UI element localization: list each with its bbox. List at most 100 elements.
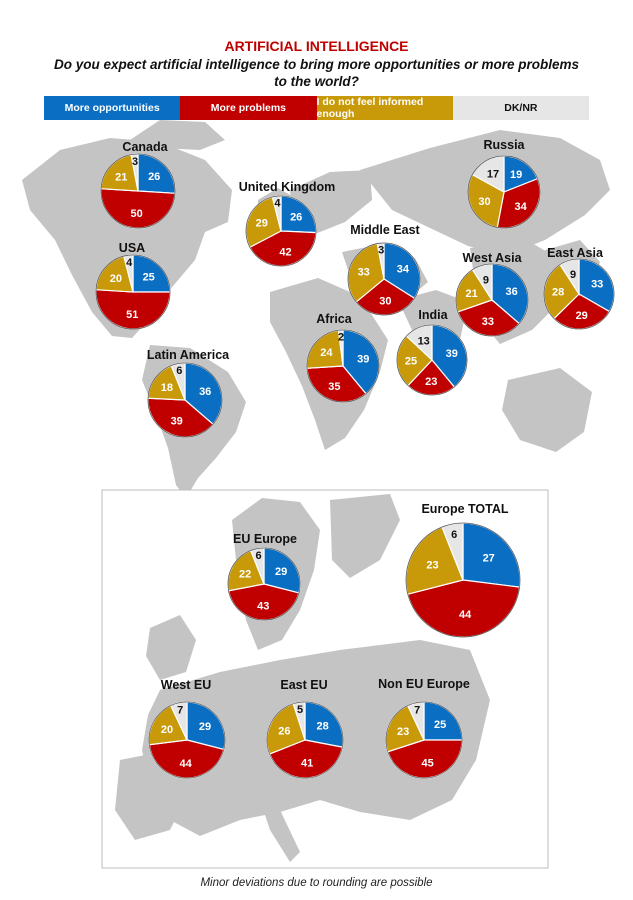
- pie-title: Russia: [484, 138, 526, 152]
- data-label-more-opportunities: 25: [434, 719, 446, 731]
- data-label-more-problems: 33: [482, 316, 494, 328]
- data-label-more-problems: 45: [421, 758, 433, 770]
- data-label-more-opportunities: 39: [446, 348, 458, 360]
- data-label-more-opportunities: 29: [199, 721, 211, 733]
- data-label-dk-nr: 4: [126, 257, 133, 269]
- data-label-more-opportunities: 25: [143, 271, 155, 283]
- pie-outline: [455, 263, 529, 337]
- data-label-not-informed: 20: [161, 724, 173, 736]
- pie-east-asia: 33 29 28 9 East Asia: [543, 246, 615, 330]
- legend: More opportunities More problems I do no…: [44, 96, 589, 120]
- data-label-more-problems: 44: [459, 609, 472, 621]
- data-label-more-problems: 34: [514, 201, 527, 213]
- data-label-more-problems: 35: [328, 381, 340, 393]
- data-label-dk-nr: 2: [338, 332, 344, 344]
- data-label-more-problems: 50: [130, 208, 142, 220]
- legend-label: More opportunities: [64, 102, 160, 114]
- pie-west-asia: 36 33 21 9 West Asia: [455, 251, 529, 337]
- data-label-not-informed: 21: [115, 171, 127, 183]
- pie-africa: 39 35 24 2 Africa: [306, 312, 380, 403]
- pie-united-kingdom: 26 42 29 4 United Kingdom: [239, 180, 336, 267]
- pie-outline: [147, 362, 223, 438]
- pie-outline: [148, 701, 226, 779]
- legend-not-informed: I do not feel informed enough: [316, 96, 453, 120]
- data-label-dk-nr: 5: [297, 704, 303, 716]
- data-label-dk-nr: 6: [176, 365, 182, 377]
- data-label-more-opportunities: 27: [483, 552, 495, 564]
- pie-title: Canada: [122, 140, 168, 154]
- pie-eu-europe: 29 43 22 6 EU Europe: [227, 532, 301, 621]
- pie-outline: [385, 701, 463, 779]
- data-label-dk-nr: 3: [378, 245, 384, 257]
- pie-title: India: [418, 308, 448, 322]
- chart-subtitle: Do you expect artificial intelligence to…: [53, 57, 580, 89]
- pie-latin-america: 36 39 186 Latin America: [147, 348, 230, 438]
- pie-outline: [396, 324, 468, 396]
- legend-more-opportunities: More opportunities: [44, 96, 181, 120]
- data-label-more-problems: 23: [425, 376, 437, 388]
- pie-outline: [543, 258, 615, 330]
- data-label-more-problems: 41: [301, 758, 313, 770]
- pie-title: EU Europe: [233, 532, 297, 546]
- pie-outline: [100, 153, 176, 229]
- data-label-not-informed: 20: [110, 273, 122, 285]
- pie-outline: [405, 522, 521, 638]
- pie-outline: [347, 242, 421, 316]
- data-label-more-opportunities: 19: [510, 169, 522, 181]
- pie-outline: [245, 195, 317, 267]
- data-label-not-informed: 29: [256, 217, 268, 229]
- data-label-dk-nr: 17: [487, 168, 499, 180]
- legend-dk-nr: DK/NR: [452, 96, 589, 120]
- data-label-dk-nr: 4: [274, 198, 281, 210]
- pie-outline: [467, 155, 541, 229]
- pie-usa: 25 51 20 4 USA: [95, 241, 171, 330]
- pie-title: United Kingdom: [239, 180, 336, 194]
- data-label-more-opportunities: 26: [290, 212, 302, 224]
- data-label-dk-nr: 7: [177, 705, 183, 717]
- data-label-more-problems: 29: [576, 310, 588, 322]
- pie-title: Latin America: [147, 348, 230, 362]
- data-label-dk-nr: 9: [570, 269, 576, 281]
- pie-title: Europe TOTAL: [421, 502, 508, 516]
- data-label-more-problems: 44: [179, 758, 192, 770]
- legend-label: I do not feel informed enough: [316, 96, 424, 120]
- data-label-not-informed: 23: [397, 726, 409, 738]
- pie-title: Middle East: [350, 223, 420, 237]
- pie-non-eu-europe: 25 45 23 7 Non EU Europe: [378, 677, 470, 779]
- data-label-more-opportunities: 28: [316, 721, 328, 733]
- legend-more-problems: More problems: [180, 96, 317, 120]
- data-label-not-informed: 24: [320, 347, 333, 359]
- pie-russia: 19 34 30 17 Russia: [467, 138, 541, 229]
- data-label-not-informed: 33: [358, 267, 370, 279]
- data-label-more-opportunities: 29: [275, 566, 287, 578]
- pie-outline: [95, 254, 171, 330]
- pie-canada: 26 50 21 3 Canada: [100, 140, 176, 229]
- data-label-more-problems: 42: [279, 247, 291, 259]
- pie-outline: [306, 329, 380, 403]
- data-label-more-problems: 43: [257, 601, 269, 613]
- legend-label: More problems: [210, 102, 286, 114]
- data-label-not-informed: 23: [426, 560, 438, 572]
- data-label-more-opportunities: 36: [199, 386, 211, 398]
- pie-title: West EU: [161, 678, 211, 692]
- data-label-not-informed: 26: [278, 725, 290, 737]
- data-label-more-opportunities: 36: [505, 286, 517, 298]
- data-label-not-informed: 22: [239, 569, 251, 581]
- pie-outline: [227, 547, 301, 621]
- data-label-more-problems: 30: [379, 296, 391, 308]
- data-label-dk-nr: 3: [132, 156, 138, 168]
- footnote: Minor deviations due to rounding are pos…: [200, 877, 433, 889]
- data-label-more-problems: 51: [126, 309, 138, 321]
- pie-west-eu: 29 44 20 7 West EU: [148, 678, 226, 779]
- data-label-not-informed: 28: [552, 287, 564, 299]
- data-label-dk-nr: 7: [414, 705, 420, 717]
- data-label-more-opportunities: 34: [397, 264, 410, 276]
- data-label-more-opportunities: 39: [357, 354, 369, 366]
- pie-east-eu: 28 41 26 5 East EU: [266, 678, 344, 779]
- pie-title: USA: [119, 241, 145, 255]
- data-label-not-informed: 21: [465, 288, 477, 300]
- pie-outline: [266, 701, 344, 779]
- data-label-dk-nr: 6: [255, 550, 261, 562]
